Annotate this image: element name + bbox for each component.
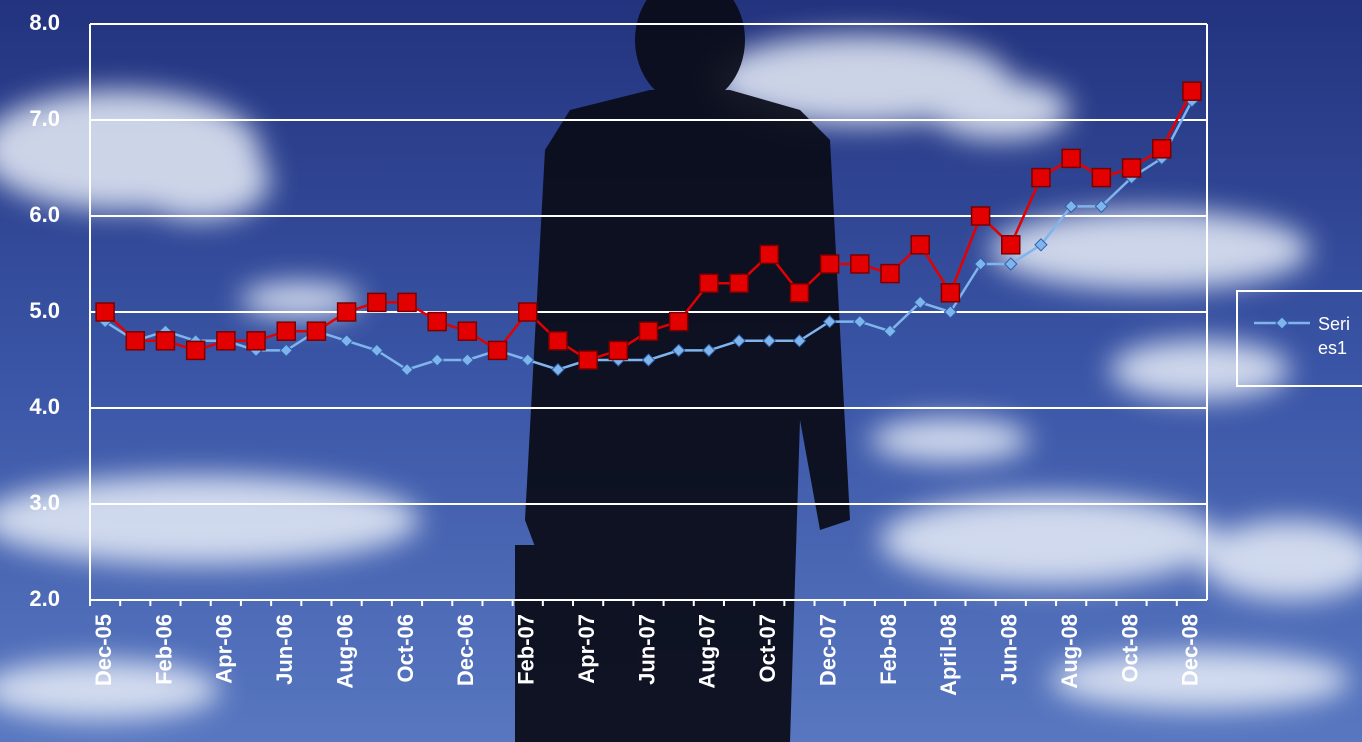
marker [699, 273, 719, 293]
x-tick-label: Feb-07 [514, 614, 539, 685]
marker [729, 273, 749, 293]
marker [792, 334, 807, 348]
marker [883, 324, 897, 338]
marker [551, 362, 565, 377]
marker [367, 292, 387, 313]
clouds [0, 35, 1362, 720]
y-tick-label: 2.0 [29, 586, 60, 611]
x-tick-label: Dec-06 [453, 614, 478, 686]
y-tick-label: 3.0 [29, 490, 60, 515]
x-tick-label: Feb-06 [151, 614, 176, 685]
marker [641, 353, 656, 367]
marker [671, 343, 686, 358]
marker [95, 302, 115, 322]
marker [732, 334, 746, 348]
marker [400, 362, 414, 377]
marker [457, 321, 478, 341]
y-tick-label: 4.0 [29, 394, 60, 419]
marker [125, 331, 146, 351]
x-tick-label: Jun-07 [634, 614, 659, 685]
marker [1004, 257, 1018, 271]
marker [487, 340, 508, 361]
marker [973, 257, 988, 271]
marker [370, 343, 384, 358]
marker [1034, 238, 1048, 252]
marker [910, 235, 930, 255]
legend-marker [1275, 316, 1289, 330]
marker [276, 321, 296, 341]
y-tick-label: 5.0 [29, 298, 60, 323]
marker [853, 314, 867, 329]
x-tick-label: Aug-07 [695, 614, 720, 689]
x-tick-label: Apr-06 [212, 614, 237, 684]
x-tick-label: Jun-06 [272, 614, 297, 685]
legend-label: Series1 [1318, 314, 1351, 358]
marker [336, 302, 357, 322]
x-tick-label: Oct-08 [1117, 614, 1142, 682]
marker [1064, 199, 1078, 214]
marker [880, 263, 900, 284]
marker [430, 353, 444, 367]
marker [185, 340, 206, 361]
marker [1094, 199, 1109, 214]
x-tick-label: Dec-08 [1178, 614, 1203, 686]
marker [578, 350, 598, 370]
marker [759, 244, 780, 265]
marker [943, 305, 958, 319]
marker [548, 331, 568, 351]
marker [397, 292, 417, 313]
marker [517, 302, 538, 322]
marker [668, 311, 689, 332]
marker [822, 314, 837, 329]
x-tick-label: Apr-07 [574, 614, 599, 684]
marker [913, 295, 927, 310]
marker [339, 334, 354, 348]
marker [155, 331, 176, 351]
marker [521, 353, 535, 367]
marker [1031, 167, 1051, 188]
marker [789, 283, 810, 303]
x-tick-label: Oct-06 [393, 614, 418, 682]
x-tick-label: Feb-08 [876, 614, 901, 685]
x-tick-label: Oct-07 [755, 614, 780, 682]
marker [819, 254, 840, 274]
marker [608, 340, 629, 361]
x-tick-label: Dec-07 [815, 614, 840, 686]
marker [216, 331, 236, 351]
marker [1151, 139, 1172, 159]
x-tick-label: April-08 [936, 614, 961, 696]
y-tick-label: 6.0 [29, 202, 60, 227]
y-tick-label: 7.0 [29, 106, 60, 131]
marker [306, 321, 327, 341]
marker [460, 353, 475, 367]
x-tick-label: Aug-08 [1057, 614, 1082, 689]
marker [427, 311, 447, 332]
marker [1121, 158, 1142, 178]
marker [638, 321, 659, 341]
marker [940, 283, 961, 303]
legend-box [1236, 290, 1362, 387]
marker [850, 254, 870, 274]
marker [1061, 148, 1081, 169]
marker [762, 334, 776, 348]
x-tick-label: Jun-08 [997, 614, 1022, 685]
marker [1091, 167, 1112, 188]
x-tick-label: Aug-06 [332, 614, 357, 689]
marker [1182, 81, 1202, 101]
marker [246, 331, 266, 351]
marker [1001, 235, 1021, 255]
marker [702, 343, 716, 358]
marker [279, 343, 293, 358]
marker [970, 206, 991, 226]
x-tick-label: Dec-05 [91, 614, 116, 686]
y-tick-label: 8.0 [29, 10, 60, 35]
